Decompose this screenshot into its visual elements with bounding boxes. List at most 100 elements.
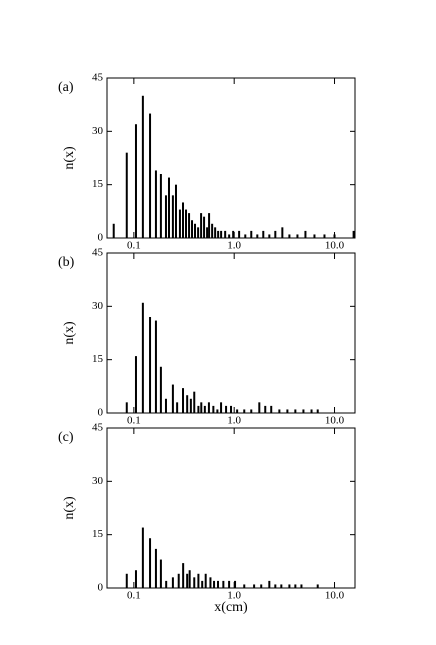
- y-tick-label: 30: [92, 300, 104, 312]
- bar: [225, 405, 228, 413]
- x-tick-label: 0.1: [127, 590, 141, 602]
- bar: [159, 174, 162, 238]
- bar: [217, 230, 220, 238]
- bar: [234, 580, 237, 588]
- bar: [238, 230, 241, 238]
- bar: [280, 584, 283, 588]
- bar: [313, 234, 316, 238]
- bar: [149, 113, 152, 238]
- bar: [250, 230, 253, 238]
- bar: [171, 577, 174, 588]
- y-tick-label: 15: [92, 178, 104, 190]
- bar: [286, 409, 289, 413]
- bar: [112, 223, 115, 238]
- bar: [185, 209, 188, 238]
- bar: [177, 573, 180, 588]
- bar: [201, 580, 204, 588]
- y-tick-label: 30: [92, 125, 104, 137]
- y-axis-label: n(x): [62, 146, 77, 170]
- plot-frame: [106, 77, 356, 239]
- bar: [243, 584, 246, 588]
- bar: [208, 213, 211, 238]
- bar: [302, 409, 305, 413]
- bar: [134, 356, 137, 413]
- bar: [182, 202, 185, 238]
- x-tick-label: 10.0: [325, 415, 345, 427]
- y-axis-label: n(x): [62, 321, 77, 345]
- bar: [274, 230, 277, 238]
- bar: [134, 124, 137, 238]
- bar: [203, 405, 206, 413]
- bar: [244, 234, 247, 238]
- x-tick-label: 1.0: [227, 415, 241, 427]
- bar: [207, 402, 210, 413]
- bar: [203, 216, 206, 238]
- bar: [171, 384, 174, 413]
- bar: [191, 220, 194, 238]
- bar: [182, 563, 185, 588]
- bar: [149, 538, 152, 588]
- y-tick-label: 45: [92, 247, 104, 259]
- y-tick-label: 0: [98, 582, 104, 594]
- bar: [216, 409, 219, 413]
- bar: [250, 409, 253, 413]
- bar: [167, 177, 170, 238]
- bar: [134, 570, 137, 588]
- bar: [228, 234, 231, 238]
- bar: [212, 405, 215, 413]
- bar: [300, 584, 303, 588]
- bar: [323, 234, 326, 238]
- plot-frame: [106, 427, 356, 589]
- y-tick-label: 30: [92, 475, 104, 487]
- x-tick-label: 1.0: [227, 240, 241, 252]
- bar: [230, 405, 233, 413]
- bar: [270, 405, 273, 413]
- x-tick-label: 0.1: [127, 240, 141, 252]
- plot-frame: [106, 252, 356, 414]
- x-tick-label: 10.0: [325, 240, 345, 252]
- bar: [154, 548, 157, 588]
- bar: [304, 230, 307, 238]
- bar: [194, 223, 197, 238]
- bar: [159, 559, 162, 588]
- bar: [197, 573, 200, 588]
- y-axis-label: n(x): [62, 496, 77, 520]
- bar: [209, 577, 212, 588]
- x-axis-label: x(cm): [214, 600, 248, 615]
- bar: [206, 227, 209, 238]
- bar: [243, 409, 246, 413]
- bar: [316, 584, 319, 588]
- bar: [268, 580, 271, 588]
- bar: [125, 152, 128, 238]
- bar: [278, 409, 281, 413]
- bar: [213, 580, 216, 588]
- bar: [204, 573, 207, 588]
- bar: [294, 409, 297, 413]
- bar: [220, 230, 223, 238]
- bar: [258, 402, 261, 413]
- bar: [264, 405, 267, 413]
- panel-label: (b): [58, 255, 75, 270]
- bar: [188, 213, 191, 238]
- bar: [188, 570, 191, 588]
- bar: [352, 230, 355, 238]
- bar: [186, 573, 189, 588]
- y-tick-label: 45: [92, 72, 104, 84]
- bar: [125, 402, 128, 413]
- y-tick-label: 45: [92, 422, 104, 434]
- bar: [214, 227, 217, 238]
- bar: [154, 320, 157, 413]
- bar: [149, 317, 152, 413]
- bar: [164, 398, 167, 413]
- bar: [141, 527, 144, 588]
- y-tick-label: 0: [98, 232, 104, 244]
- bar: [281, 227, 284, 238]
- bar: [154, 170, 157, 238]
- bar: [256, 234, 259, 238]
- bar: [197, 405, 200, 413]
- bar: [200, 402, 203, 413]
- bar: [174, 184, 177, 238]
- bar: [200, 213, 203, 238]
- bar: [262, 230, 265, 238]
